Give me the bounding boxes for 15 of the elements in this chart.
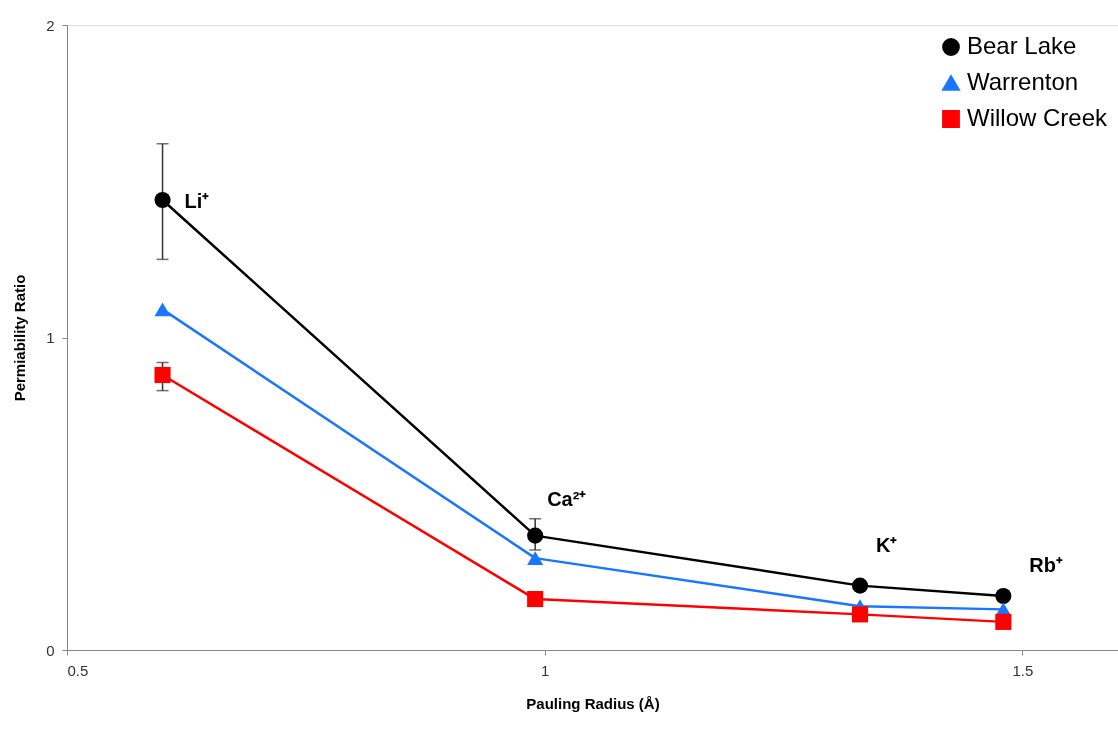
annotation: Li⁺ (184, 190, 210, 212)
legend-label: Willow Creek (967, 104, 1109, 131)
annotation: Ca²⁺ (547, 487, 587, 510)
annotation: K⁺ (876, 533, 898, 556)
legend-label: Warrenton (967, 68, 1079, 95)
y-tick-label: 0 (46, 641, 55, 659)
y-tick-label: 1 (46, 329, 55, 346)
y-tick-label: 2 (46, 16, 55, 34)
x-axis-title: Pauling Radius (Å) (526, 694, 660, 712)
x-tick-label: 0.5 (67, 661, 89, 679)
legend-label: Bear Lake (967, 32, 1077, 59)
x-tick-label: 1.5 (1012, 661, 1034, 679)
x-tick-label: 1 (541, 661, 550, 679)
annotation: Rb⁺ (1029, 553, 1064, 576)
y-axis-title: Permiability Ratio (11, 274, 29, 402)
